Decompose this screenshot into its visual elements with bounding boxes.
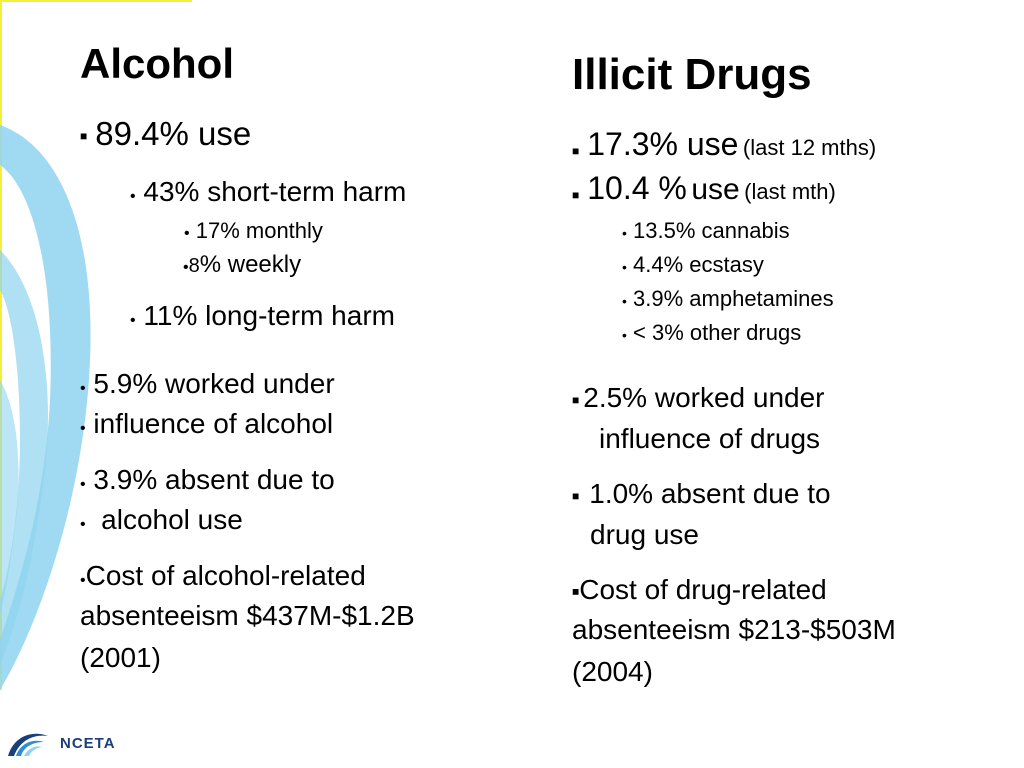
drugs-cost-line-3: (2004)	[572, 656, 653, 687]
alcohol-cost-line-2: absenteeism $437M-$1.2B	[80, 600, 415, 631]
bullet-square-icon: ■	[572, 143, 580, 158]
illicit-drugs-heading: Illicit Drugs	[572, 50, 812, 99]
long-term-harm-item: • 11% long-term harm	[130, 300, 395, 331]
drugs-use-mth-item: ■ 10.4 % use (last mth)	[572, 170, 836, 206]
weekly-item: •8% weekly	[183, 251, 302, 278]
decor-yellow-line-left	[0, 0, 2, 690]
alcohol-worked-line-2: • influence of alcohol	[80, 408, 334, 439]
bullet-dot-icon: •	[184, 225, 190, 242]
alcohol-absent-line-2: • alcohol use	[80, 504, 243, 535]
nceta-logo: NCETA	[4, 726, 116, 760]
ecstasy-item: • 4.4% ecstasy	[622, 252, 764, 277]
bullet-square-icon: ■	[572, 187, 580, 202]
alcohol-cost-line-3: (2001)	[80, 642, 161, 673]
drugs-cost-line-1: ■Cost of drug-related	[572, 574, 827, 605]
drugs-absent-line-1: ■ 1.0% absent due to	[572, 478, 831, 509]
drugs-worked-line-1: ■ 2.5% worked under	[572, 382, 825, 413]
amphetamines-item: • 3.9% amphetamines	[622, 286, 834, 311]
bullet-dot-icon: •	[80, 420, 86, 437]
bullet-dot-icon: •	[130, 312, 136, 329]
bullet-dot-icon: •	[80, 476, 86, 493]
drugs-use-12-item: ■ 17.3% use (last 12 mths)	[572, 126, 877, 162]
bullet-square-icon: ■	[80, 129, 88, 144]
decor-swoosh	[0, 125, 91, 690]
cannabis-item: • 13.5% cannabis	[622, 218, 790, 243]
bullet-dot-icon: •	[622, 293, 627, 309]
alcohol-heading: Alcohol	[80, 40, 234, 87]
monthly-item: • 17% monthly	[184, 218, 323, 243]
bullet-dot-icon: •	[622, 327, 627, 343]
drugs-absent-line-2: drug use	[590, 519, 699, 550]
bullet-dot-icon: •	[183, 259, 189, 276]
bullet-square-icon: ■	[572, 392, 580, 407]
bullet-dot-icon: •	[80, 516, 86, 533]
other-drugs-item: • < 3% other drugs	[622, 320, 802, 345]
bullet-dot-icon: •	[80, 380, 86, 397]
bullet-square-icon: ■	[572, 488, 580, 503]
alcohol-worked-line-1: • 5.9% worked under	[80, 368, 335, 399]
decor-yellow-line-top	[0, 0, 192, 2]
alcohol-use-item: ■ 89.4% use	[80, 115, 252, 152]
bullet-square-icon: ■	[572, 584, 580, 599]
bullet-dot-icon: •	[622, 259, 627, 275]
bullet-dot-icon: •	[80, 572, 86, 589]
drugs-worked-line-2: influence of drugs	[599, 423, 821, 454]
nceta-logo-text: NCETA	[60, 734, 116, 752]
bullet-dot-icon: •	[622, 225, 627, 241]
alcohol-cost-line-1: •Cost of alcohol-related	[80, 560, 366, 591]
alcohol-absent-line-1: • 3.9% absent due to	[80, 464, 335, 495]
nceta-swirl-icon	[8, 733, 48, 756]
drugs-cost-line-2: absenteeism $213-$503M	[572, 614, 896, 645]
bullet-dot-icon: •	[130, 188, 136, 205]
short-term-harm-item: • 43% short-term harm	[130, 176, 407, 207]
